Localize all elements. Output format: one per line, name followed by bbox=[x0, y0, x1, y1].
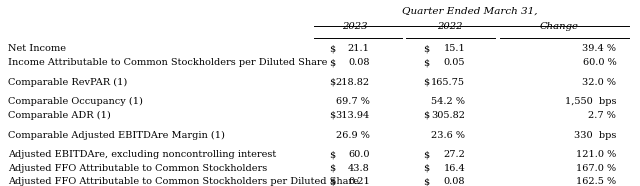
Text: Adjusted FFO Attributable to Common Stockholders per Diluted Share: Adjusted FFO Attributable to Common Stoc… bbox=[8, 177, 358, 186]
Text: $: $ bbox=[423, 150, 429, 159]
Text: 305.82: 305.82 bbox=[431, 111, 465, 120]
Text: 2023: 2023 bbox=[342, 22, 368, 31]
Text: 218.82: 218.82 bbox=[335, 78, 370, 87]
Text: $: $ bbox=[423, 177, 429, 186]
Text: $: $ bbox=[330, 44, 336, 54]
Text: $: $ bbox=[330, 150, 336, 159]
Text: $: $ bbox=[330, 58, 336, 67]
Text: Comparable Occupancy (1): Comparable Occupancy (1) bbox=[8, 97, 143, 106]
Text: 60.0: 60.0 bbox=[348, 150, 370, 159]
Text: 0.08: 0.08 bbox=[348, 58, 370, 67]
Text: Quarter Ended March 31,: Quarter Ended March 31, bbox=[402, 6, 538, 15]
Text: Adjusted EBITDAre, excluding noncontrolling interest: Adjusted EBITDAre, excluding noncontroll… bbox=[8, 150, 276, 159]
Text: Income Attributable to Common Stockholders per Diluted Share: Income Attributable to Common Stockholde… bbox=[8, 58, 327, 67]
Text: 167.0 %: 167.0 % bbox=[576, 164, 616, 173]
Text: 16.4: 16.4 bbox=[444, 164, 465, 173]
Text: Comparable ADR (1): Comparable ADR (1) bbox=[8, 111, 111, 120]
Text: $: $ bbox=[423, 111, 429, 120]
Text: $: $ bbox=[330, 111, 336, 120]
Text: Adjusted FFO Attributable to Common Stockholders: Adjusted FFO Attributable to Common Stoc… bbox=[8, 164, 267, 173]
Text: 15.1: 15.1 bbox=[444, 44, 465, 54]
Text: 165.75: 165.75 bbox=[431, 78, 465, 87]
Text: 27.2: 27.2 bbox=[444, 150, 465, 159]
Text: 2.7 %: 2.7 % bbox=[588, 111, 616, 120]
Text: Net Income: Net Income bbox=[8, 44, 66, 54]
Text: 2022: 2022 bbox=[436, 22, 462, 31]
Text: 0.05: 0.05 bbox=[444, 58, 465, 67]
Text: 313.94: 313.94 bbox=[335, 111, 370, 120]
Text: $: $ bbox=[423, 44, 429, 54]
Text: 32.0 %: 32.0 % bbox=[582, 78, 616, 87]
Text: $: $ bbox=[423, 164, 429, 173]
Text: 23.6 %: 23.6 % bbox=[431, 131, 465, 140]
Text: 121.0 %: 121.0 % bbox=[576, 150, 616, 159]
Text: 1,550  bps: 1,550 bps bbox=[565, 97, 616, 106]
Text: 43.8: 43.8 bbox=[348, 164, 370, 173]
Text: 39.4 %: 39.4 % bbox=[582, 44, 616, 54]
Text: 0.21: 0.21 bbox=[348, 177, 370, 186]
Text: Change: Change bbox=[540, 22, 579, 31]
Text: $: $ bbox=[423, 58, 429, 67]
Text: Comparable Adjusted EBITDAre Margin (1): Comparable Adjusted EBITDAre Margin (1) bbox=[8, 131, 225, 140]
Text: $: $ bbox=[423, 78, 429, 87]
Text: 330  bps: 330 bps bbox=[574, 131, 616, 140]
Text: 162.5 %: 162.5 % bbox=[576, 177, 616, 186]
Text: 60.0 %: 60.0 % bbox=[582, 58, 616, 67]
Text: Comparable RevPAR (1): Comparable RevPAR (1) bbox=[8, 78, 127, 87]
Text: $: $ bbox=[330, 164, 336, 173]
Text: 21.1: 21.1 bbox=[348, 44, 370, 54]
Text: 54.2 %: 54.2 % bbox=[431, 97, 465, 106]
Text: $: $ bbox=[330, 177, 336, 186]
Text: 69.7 %: 69.7 % bbox=[336, 97, 370, 106]
Text: 26.9 %: 26.9 % bbox=[336, 131, 370, 140]
Text: $: $ bbox=[330, 78, 336, 87]
Text: 0.08: 0.08 bbox=[444, 177, 465, 186]
